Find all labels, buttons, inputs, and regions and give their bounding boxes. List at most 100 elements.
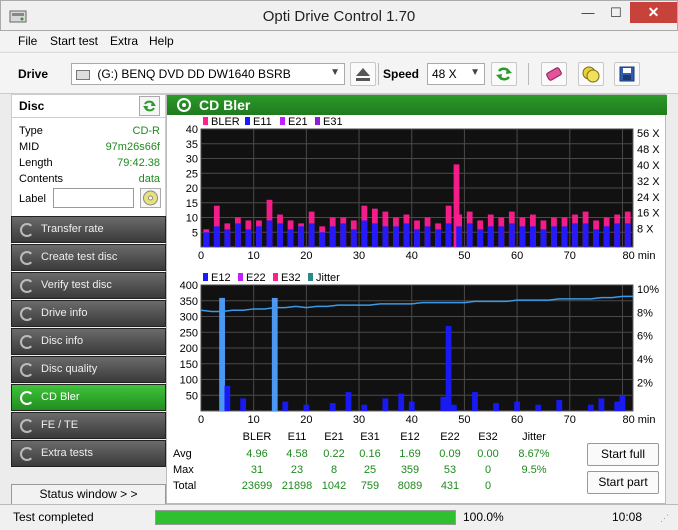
speed-select[interactable]: 48 X ▼: [427, 63, 485, 85]
stats-row-label: Avg: [173, 448, 192, 460]
stats-header: E21: [324, 431, 344, 443]
nav-icon: [20, 279, 34, 293]
nav-drive-info[interactable]: Drive info: [11, 300, 166, 327]
bar-e12: [240, 398, 247, 411]
bar-e11: [266, 220, 273, 247]
start-part-button[interactable]: Start part: [587, 471, 659, 494]
stats-value: 0: [484, 480, 492, 492]
nav-extra-tests[interactable]: Extra tests: [11, 440, 166, 467]
stats-value: 359: [400, 464, 420, 476]
bar-e12: [398, 393, 405, 411]
panel-title: CD Bler: [199, 97, 251, 113]
status-window-button[interactable]: Status window > >: [11, 484, 166, 505]
bar-e11: [456, 226, 463, 247]
legend-swatch: [308, 273, 313, 281]
eject-button[interactable]: [350, 62, 376, 86]
bler-chart: BLER E11 E21 E31 0 10 20 30 40 50 60 70 80 min 40 35 30…: [186, 116, 661, 262]
bar-e12: [408, 401, 415, 411]
stats-header: E31: [360, 431, 380, 443]
refresh-speed-button[interactable]: [491, 62, 517, 86]
nav-disc-info[interactable]: Disc info: [11, 328, 166, 355]
bar-e11: [277, 223, 283, 247]
nav-label: FE / TE: [41, 419, 79, 431]
disc-length-label: Length: [19, 157, 53, 169]
menu-extra[interactable]: Extra: [110, 34, 139, 48]
start-full-button[interactable]: Start full: [587, 443, 659, 466]
bar-e11: [213, 226, 220, 247]
nav-icon: [20, 335, 34, 349]
bar-e11: [561, 226, 568, 247]
bar-e11: [593, 229, 600, 247]
toolbar: Drive (G:) BENQ DVD DD DW1640 BSRB ▼ Spe…: [0, 52, 678, 94]
maximize-button[interactable]: ☐: [610, 5, 622, 20]
disc-label-input[interactable]: [53, 188, 134, 208]
stats-value: 4.58: [286, 448, 308, 460]
y2-tick-label: 32 X: [637, 176, 660, 188]
y2-tick-label: 8%: [637, 307, 653, 319]
copy-button[interactable]: [578, 62, 604, 86]
menu-start-test[interactable]: Start test: [50, 34, 99, 48]
bar-e11: [498, 226, 505, 247]
disc-label-button[interactable]: [140, 188, 161, 208]
x-tick-label: 10: [248, 414, 260, 426]
stats-value: 1.69: [399, 448, 421, 460]
x-tick-label: 70: [564, 414, 576, 426]
stats-value: 759: [360, 480, 380, 492]
bar-e11: [203, 232, 210, 247]
title-bar: Opti Drive Control 1.70 — ☐ ✕: [0, 0, 678, 31]
progress-fill: [156, 511, 455, 524]
bar-e12: [224, 385, 231, 411]
stats-value: 9.5%: [521, 464, 547, 476]
menu-help[interactable]: Help: [149, 34, 174, 48]
bar-e12: [598, 398, 605, 411]
y2-tick-label: 6%: [637, 331, 653, 343]
app-icon: [9, 10, 27, 23]
jitter-line: [200, 295, 633, 313]
y-tick-label: 150: [180, 359, 198, 371]
y-tick-label: 5: [192, 227, 198, 239]
resize-grip-icon[interactable]: ⋰: [660, 513, 669, 523]
nav-cd-bler[interactable]: CD Bler: [11, 384, 166, 411]
bar-e11: [256, 226, 262, 247]
bar-e12: [472, 392, 478, 411]
bar-e11: [435, 229, 441, 247]
drive-select-value: (G:) BENQ DVD DD DW1640 BSRB: [97, 67, 291, 81]
stats-value: 431: [440, 480, 460, 492]
stats-value: 31: [250, 464, 264, 476]
legend-label: E11: [253, 116, 272, 128]
save-button[interactable]: [614, 62, 640, 86]
minimize-button[interactable]: —: [581, 5, 595, 20]
disc-label-label: Label: [19, 193, 46, 205]
refresh-icon: [143, 100, 156, 112]
bar-e12: [614, 401, 621, 411]
bar-e11: [551, 226, 557, 247]
nav-fe-te[interactable]: FE / TE: [11, 412, 166, 439]
x-tick-label: 20: [300, 414, 312, 426]
menu-file[interactable]: File: [18, 34, 38, 48]
nav-icon: [20, 251, 34, 265]
x-tick-label: 30: [353, 414, 365, 426]
disc-contents-label: Contents: [19, 173, 64, 185]
status-text: Test completed: [13, 510, 94, 524]
disc-refresh-button[interactable]: [139, 96, 160, 116]
bar-e12: [282, 401, 289, 411]
bar-e12: [329, 403, 336, 411]
close-button[interactable]: ✕: [630, 2, 677, 23]
erase-button[interactable]: [541, 62, 567, 86]
y-tick-label: 350: [180, 296, 198, 308]
bar-e11: [624, 223, 631, 247]
bar-e12: [556, 399, 563, 411]
bar-e11: [298, 226, 304, 247]
progress-text: 100.0%: [463, 510, 504, 524]
y-tick-label: 25: [186, 168, 198, 180]
y2-tick-label: 24 X: [637, 192, 660, 204]
stats-value: 0.00: [477, 448, 499, 460]
panel-header: CD Bler: [167, 95, 667, 115]
legend-swatch: [315, 117, 320, 125]
nav-create-test-disc[interactable]: Create test disc: [11, 244, 166, 271]
nav-label: Transfer rate: [41, 223, 104, 235]
nav-disc-quality[interactable]: Disc quality: [11, 356, 166, 383]
nav-transfer-rate[interactable]: Transfer rate: [11, 216, 166, 243]
drive-select[interactable]: (G:) BENQ DVD DD DW1640 BSRB ▼: [71, 63, 345, 85]
nav-verify-test-disc[interactable]: Verify test disc: [11, 272, 166, 299]
